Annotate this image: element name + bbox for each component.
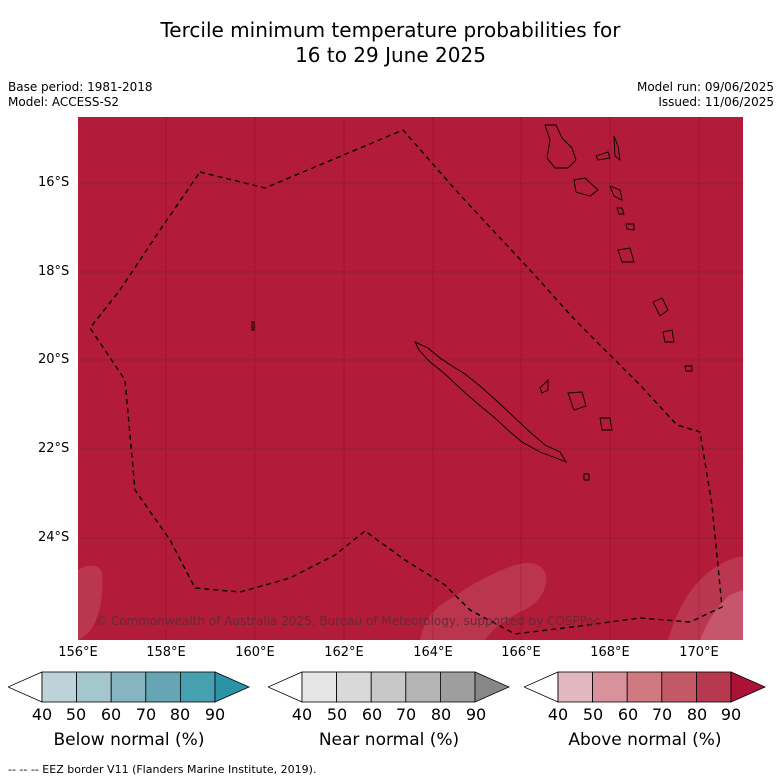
colorbar-segment: [110, 671, 147, 703]
colorbar-above-normal: [524, 671, 766, 703]
cb0-tick-80: 80: [169, 705, 191, 724]
colorbar-label-below: Below normal (%): [53, 730, 205, 750]
colorbar-segment: [695, 671, 732, 703]
colorbar-segment: [301, 671, 337, 703]
issued-date: Issued: 11/06/2025: [658, 95, 774, 109]
lat-label-18s: 18°S: [38, 264, 70, 279]
lon-label-168e: 168°E: [590, 645, 630, 660]
probability-patch-east-inner: [700, 590, 743, 640]
colorbar-segment: [626, 671, 663, 703]
cb1-tick-60: 60: [361, 705, 383, 724]
colorbar-segment: [592, 671, 628, 703]
colorbar-below-normal: [8, 671, 250, 703]
vanuatu-aneityum: [684, 365, 693, 372]
colorbar-segment: [370, 671, 407, 703]
colorbar-segment: [145, 671, 181, 703]
lon-label-162e: 162°E: [324, 645, 364, 660]
cb1-tick-80: 80: [430, 705, 452, 724]
vanuatu-espiritu-santo: [544, 124, 577, 169]
loyalty-mare: [599, 417, 613, 431]
vanuatu-ambae: [595, 151, 611, 161]
vanuatu-tanna: [662, 329, 675, 343]
eez-border: [89, 129, 723, 635]
cb2-tick-40: 40: [547, 705, 569, 724]
lon-label-158e: 158°E: [146, 645, 186, 660]
cb1-tick-90: 90: [465, 705, 487, 724]
colorbar-lower-extension: [8, 671, 43, 703]
colorbar-segment: [557, 671, 593, 703]
lon-label-170e: 170°E: [679, 645, 719, 660]
probability-patch-west: [78, 565, 103, 640]
lon-label-164e: 164°E: [413, 645, 453, 660]
colorbar-label-near: Near normal (%): [318, 730, 460, 750]
probability-patch-south: [420, 562, 547, 640]
lat-label-16s: 16°S: [38, 175, 70, 190]
vanuatu-efate: [617, 247, 635, 263]
cb1-tick-50: 50: [326, 705, 348, 724]
cb0-tick-60: 60: [100, 705, 122, 724]
model-name: Model: ACCESS-S2: [8, 95, 120, 109]
model-run: Model run: 09/06/2025: [636, 80, 774, 94]
vanuatu-erromango: [652, 297, 669, 317]
cb0-tick-70: 70: [135, 705, 157, 724]
vanuatu-epi: [616, 207, 625, 215]
title-line-1: Tercile minimum temperature probabilitie…: [160, 18, 621, 42]
vanuatu-maewo: [613, 135, 621, 162]
meta-right: Model run: 09/06/2025 Issued: 11/06/2025: [637, 80, 774, 110]
cb2-tick-50: 50: [582, 705, 604, 724]
copyright-notice: © Commonwealth of Australia 2025, Bureau…: [95, 614, 601, 628]
colorbar-segment: [661, 671, 697, 703]
cb1-tick-40: 40: [291, 705, 313, 724]
cb2-tick-60: 60: [617, 705, 639, 724]
new-caledonia-coast: [414, 341, 568, 463]
lon-label-166e: 166°E: [501, 645, 541, 660]
eez-footnote: -- -- -- EEZ border V11 (Flanders Marine…: [8, 763, 317, 776]
lat-label-20s: 20°S: [38, 352, 70, 367]
lon-label-156e: 156°E: [58, 645, 98, 660]
colorbar-segment: [41, 671, 77, 703]
colorbar-segment: [76, 671, 112, 703]
colorbar-lower-extension: [524, 671, 559, 703]
colorbar-upper-extension: [730, 671, 766, 703]
vanuatu-ambrym: [609, 185, 623, 201]
coastlines: [251, 124, 693, 481]
cb2-tick-90: 90: [720, 705, 742, 724]
lon-label-160e: 160°E: [235, 645, 275, 660]
cb2-tick-70: 70: [651, 705, 673, 724]
cb2-tick-80: 80: [686, 705, 708, 724]
cb1-tick-70: 70: [395, 705, 417, 724]
colorbar-segment: [405, 671, 441, 703]
title-line-2: 16 to 29 June 2025: [295, 43, 486, 67]
colorbar-label-above: Above normal (%): [568, 730, 722, 750]
vanuatu-shepherd: [625, 223, 635, 231]
cb0-tick-50: 50: [65, 705, 87, 724]
lat-label-24s: 24°S: [38, 530, 70, 545]
vanuatu-malakula: [573, 177, 599, 197]
loyalty-lifou: [567, 391, 587, 411]
lat-label-22s: 22°S: [38, 441, 70, 456]
loyalty-ouvea: [539, 378, 549, 394]
cb0-tick-90: 90: [204, 705, 226, 724]
colorbar-segment: [179, 671, 216, 703]
map-background: [78, 117, 743, 640]
colorbar-near-normal: [268, 671, 510, 703]
meta-left: Base period: 1981-2018 Model: ACCESS-S2: [8, 80, 153, 110]
chesterfield-islands: [251, 321, 255, 331]
gridlines: [78, 117, 743, 640]
colorbar-segment: [439, 671, 476, 703]
colorbar-lower-extension: [268, 671, 303, 703]
isle-of-pines: [583, 473, 590, 481]
base-period: Base period: 1981-2018: [8, 80, 153, 94]
colorbar-upper-extension: [474, 671, 510, 703]
chart-title: Tercile minimum temperature probabilitie…: [0, 18, 781, 68]
colorbar-segment: [336, 671, 372, 703]
colorbar-upper-extension: [214, 671, 250, 703]
cb0-tick-40: 40: [31, 705, 53, 724]
